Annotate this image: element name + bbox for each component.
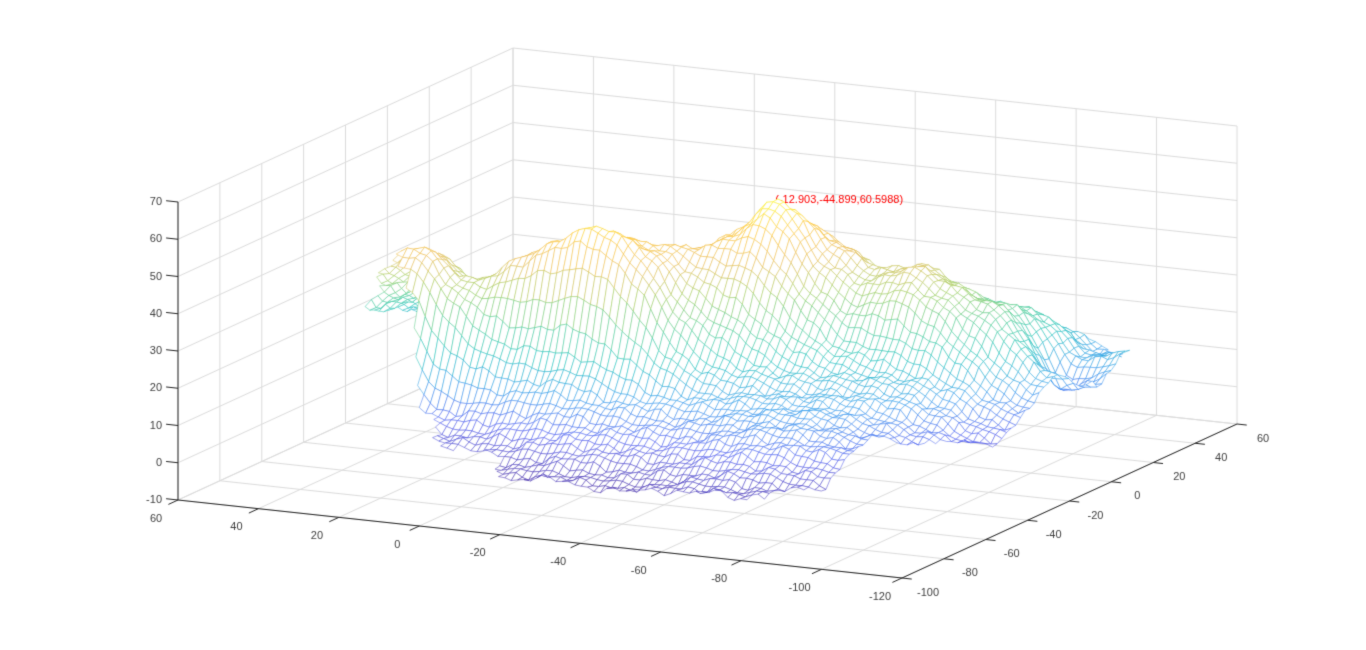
matlab-figure-window <box>0 0 1366 650</box>
mesh-surface-plot-canvas <box>0 0 1366 650</box>
